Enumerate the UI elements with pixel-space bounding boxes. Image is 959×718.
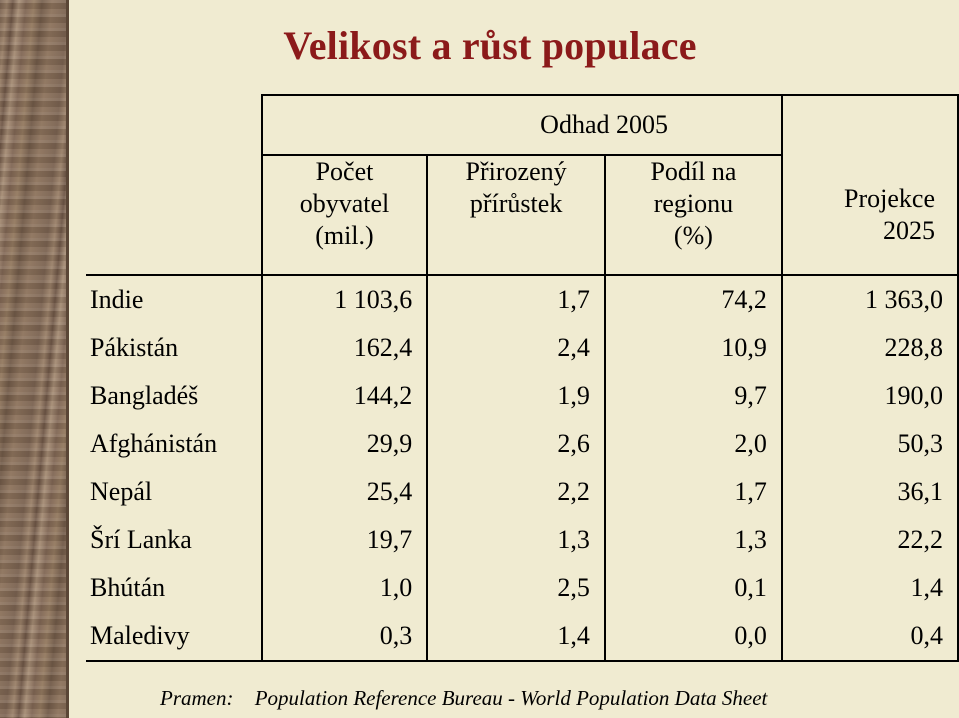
projection-cell: 50,3 (780, 420, 959, 468)
header-projection-top (781, 94, 959, 155)
country-cell: Šrí Lanka (90, 525, 192, 554)
population-cell: 144,2 (260, 372, 428, 420)
header-projection-line2: 2025 (883, 215, 935, 245)
population-cell: 1 103,6 (260, 274, 428, 324)
header-growth-line2: přírůstek (469, 189, 563, 218)
population-cell: 25,4 (260, 468, 428, 516)
header-population-line3: (mil.) (315, 221, 374, 250)
table-row: Maledivy 0,3 1,4 0,0 0,4 (86, 612, 959, 662)
population-cell: 29,9 (260, 420, 428, 468)
share-cell: 10,9 (603, 324, 782, 372)
header-growth: Přirozený přírůstek (426, 154, 605, 275)
header-share-line1: Podíl na (650, 157, 737, 186)
source-note: Pramen: Population Reference Bureau - Wo… (160, 686, 767, 711)
header-growth-line1: Přirozený (465, 157, 567, 186)
header-projection-line1: Projekce (844, 183, 935, 213)
header-share: Podíl na regionu (%) (603, 154, 783, 275)
table-row: Nepál 25,4 2,2 1,7 36,1 (86, 468, 959, 516)
table-row: Pákistán 162,4 2,4 10,9 228,8 (86, 324, 959, 372)
header-share-line2: regionu (653, 189, 734, 218)
country-cell: Bhútán (90, 573, 166, 602)
page-title: Velikost a růst populace (283, 23, 697, 68)
projection-cell: 0,4 (780, 612, 959, 662)
source-label: Pramen: (160, 686, 234, 710)
growth-cell: 1,9 (426, 372, 605, 420)
share-cell: 0,0 (603, 612, 782, 662)
growth-cell: 2,6 (426, 420, 605, 468)
population-cell: 162,4 (260, 324, 428, 372)
header-population: Počet obyvatel (mil.) (260, 154, 428, 275)
share-cell: 74,2 (603, 274, 782, 324)
population-cell: 19,7 (260, 516, 428, 564)
table-row: Bangladéš 144,2 1,9 9,7 190,0 (86, 372, 959, 420)
header-country-empty (86, 155, 262, 275)
header-population-line1: Počet (315, 157, 374, 186)
growth-cell: 2,5 (426, 564, 605, 612)
growth-cell: 2,2 (426, 468, 605, 516)
table-row: Šrí Lanka 19,7 1,3 1,3 22,2 (86, 516, 959, 564)
table-header-row-columns: Počet obyvatel (mil.) Přirozený přírůste… (86, 154, 959, 275)
share-cell: 2,0 (603, 420, 782, 468)
projection-cell: 190,0 (780, 372, 959, 420)
header-projection: Projekce 2025 (781, 155, 959, 275)
header-empty-corner (86, 95, 262, 155)
projection-cell: 228,8 (780, 324, 959, 372)
projection-cell: 36,1 (780, 468, 959, 516)
growth-cell: 1,7 (426, 274, 605, 324)
table-row: Bhútán 1,0 2,5 0,1 1,4 (86, 564, 959, 612)
population-cell: 0,3 (260, 612, 428, 662)
share-cell: 1,3 (603, 516, 782, 564)
growth-cell: 2,4 (426, 324, 605, 372)
table-header-row-group: Odhad 2005 (86, 94, 959, 155)
share-cell: 1,7 (603, 468, 782, 516)
table-row: Afghánistán 29,9 2,6 2,0 50,3 (86, 420, 959, 468)
population-cell: 1,0 (260, 564, 428, 612)
wood-strip-edge (66, 0, 69, 718)
header-share-line3: (%) (673, 221, 713, 250)
population-table: Odhad 2005 Počet obyvatel (mil.) Přiroze… (86, 94, 959, 662)
growth-cell: 1,3 (426, 516, 605, 564)
country-cell: Bangladéš (90, 381, 199, 410)
table-row: Indie 1 103,6 1,7 74,2 1 363,0 (86, 274, 959, 324)
share-cell: 0,1 (603, 564, 782, 612)
country-cell: Indie (86, 274, 262, 324)
country-cell: Maledivy (86, 612, 262, 662)
growth-cell: 1,4 (426, 612, 605, 662)
projection-cell: 1,4 (780, 564, 959, 612)
header-spacer (260, 94, 428, 155)
header-odhad-2005: Odhad 2005 (427, 94, 783, 155)
projection-cell: 22,2 (780, 516, 959, 564)
source-text: Population Reference Bureau - World Popu… (254, 686, 768, 710)
header-population-line2: obyvatel (299, 189, 390, 218)
share-cell: 9,7 (603, 372, 782, 420)
country-cell: Nepál (90, 477, 153, 506)
decorative-wood-strip (0, 0, 68, 718)
country-cell: Pákistán (90, 333, 179, 362)
projection-cell: 1 363,0 (780, 274, 959, 324)
country-cell: Afghánistán (90, 429, 218, 458)
